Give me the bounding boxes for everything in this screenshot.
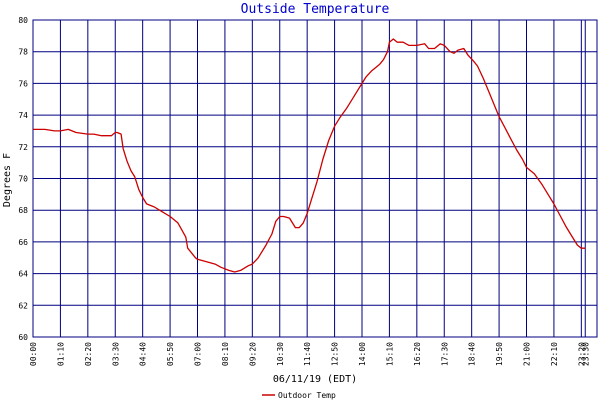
y-tick-labels: 60 62 64 66 68 70 72 74 76 78 80 <box>18 16 28 342</box>
x-axis-label: 06/11/19 (EDT) <box>273 374 357 385</box>
series-line-outdoor-temp <box>33 38 586 273</box>
y-tick-label: 68 <box>18 206 28 215</box>
y-tick-label: 76 <box>18 79 28 88</box>
x-tick-label: 09:20 <box>248 342 257 366</box>
x-tick-label: 15:10 <box>385 342 394 366</box>
x-tick-label: 14:00 <box>358 342 367 366</box>
x-tick-label: 16:20 <box>413 342 422 366</box>
x-tick-label: 12:50 <box>331 342 340 366</box>
x-tick-label: 23:30 <box>581 342 590 366</box>
x-tick-label: 23:20 <box>577 342 586 366</box>
y-tick-label: 60 <box>18 333 28 342</box>
y-tick-label: 66 <box>18 238 28 247</box>
x-tick-label: 03:30 <box>111 342 120 366</box>
x-tick-label: 01:10 <box>56 342 65 366</box>
x-tick-labels: 00:00 01:10 02:20 03:30 04:40 05:50 07:00 08:10… <box>29 342 590 366</box>
y-tick-label: 64 <box>18 270 28 279</box>
x-tick-label: 19:50 <box>495 342 504 366</box>
y-tick-label: 70 <box>18 175 28 184</box>
y-tick-label: 78 <box>18 48 28 57</box>
y-axis-label: Degrees F <box>2 153 13 207</box>
x-tick-label: 02:20 <box>84 342 93 366</box>
legend: Outdoor Temp <box>262 391 336 400</box>
grid-lines <box>32 19 597 338</box>
x-tick-label: 07:00 <box>194 342 203 366</box>
x-tick-label: 10:30 <box>276 342 285 366</box>
y-tick-label: 62 <box>18 301 28 310</box>
x-tick-label: 17:30 <box>440 342 449 366</box>
x-tick-label: 00:00 <box>29 342 38 366</box>
plot-frame <box>32 19 598 338</box>
series-lines <box>33 38 586 273</box>
y-tick-label: 72 <box>18 143 28 152</box>
chart-title: Outside Temperature <box>241 2 390 17</box>
x-tick-label: 11:40 <box>303 342 312 366</box>
y-tick-label: 74 <box>18 111 28 120</box>
legend-label: Outdoor Temp <box>278 391 336 400</box>
x-tick-label: 04:40 <box>139 342 148 366</box>
x-tick-label: 21:00 <box>523 342 532 366</box>
x-tick-label: 08:10 <box>221 342 230 366</box>
x-tick-label: 18:40 <box>468 342 477 366</box>
y-tick-label: 80 <box>18 16 28 25</box>
x-tick-label: 22:10 <box>550 342 559 366</box>
x-tick-label: 05:50 <box>166 342 175 366</box>
